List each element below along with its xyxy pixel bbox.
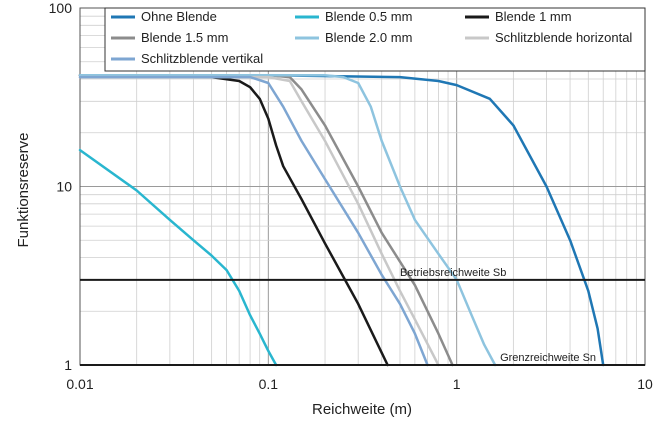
reference-line-label-1: Betriebsreichweite Sb: [400, 267, 506, 279]
legend-label-5: Blende 2.0 mm: [325, 30, 412, 45]
series-line-6: [78, 75, 440, 367]
series-line-2: [78, 148, 278, 367]
series-line-7: [78, 75, 429, 367]
legend-label-1: Ohne Blende: [141, 9, 217, 24]
x-tick-label: 0.1: [259, 376, 279, 392]
legend-label-2: Blende 0.5 mm: [325, 9, 412, 24]
x-tick-label: 10: [637, 376, 653, 392]
series-layer: [78, 74, 605, 367]
legend-label-7: Schlitzblende vertikal: [141, 51, 263, 66]
y-axis-title: Funktionsreserve: [15, 132, 32, 247]
x-tick-label: 1: [453, 376, 461, 392]
legend-label-6: Schlitzblende horizontal: [495, 30, 632, 45]
series-line-5: [78, 74, 497, 367]
legend-box: [104, 7, 646, 72]
legend: Ohne Blende Blende 0.5 mm Blende 1 mm Blend…: [104, 7, 646, 72]
y-tick-label: 10: [56, 179, 72, 195]
y-tick-label: 1: [64, 357, 72, 373]
tick-labels: 0.01 0.1 1 10 1 10 100: [49, 0, 653, 392]
x-tick-label: 0.01: [66, 376, 93, 392]
legend-label-4: Blende 1.5 mm: [141, 30, 228, 45]
reference-line-label-2: Grenzreichweite Sn: [500, 352, 596, 364]
x-axis-title: Reichweite (m): [312, 401, 412, 418]
series-line-3: [78, 74, 389, 367]
reference-lines: Betriebsreichweite Sb Grenzreichweite Sn: [80, 267, 645, 366]
y-tick-label: 100: [49, 0, 73, 16]
legend-label-3: Blende 1 mm: [495, 9, 572, 24]
series-line-1: [78, 74, 605, 367]
